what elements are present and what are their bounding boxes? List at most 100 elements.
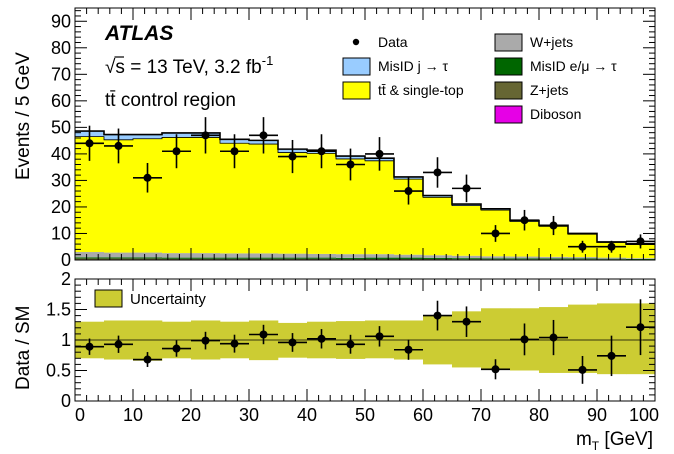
legend-data-marker (352, 38, 360, 46)
legend-zjets-swatch (494, 81, 523, 100)
legend-uncertainty-label: Uncertainty (130, 291, 206, 308)
x-tick-label: 30 (239, 405, 259, 425)
ratio-point (143, 355, 152, 364)
stack-bar-tt-single-top (626, 244, 655, 259)
region-label: tt̄ control region (105, 90, 236, 111)
ratio-y-tick-label: 2 (61, 269, 71, 289)
stack-bar-z-jets (394, 258, 423, 260)
ratio-point (607, 351, 616, 360)
stack-bar-w-jets (626, 258, 655, 259)
stack-bar-misid-j (423, 195, 452, 198)
stack-bar-misid-e (104, 257, 133, 259)
ratio-y-tick-label: 1.5 (46, 300, 71, 320)
stack-bar-misid-e (191, 257, 220, 259)
stack-bar-z-jets (191, 258, 220, 260)
stack-bar-z-jets (568, 259, 597, 260)
ratio-point (375, 332, 384, 341)
legend-wjets-label: W+jets (530, 34, 573, 50)
stack-bar-z-jets (104, 258, 133, 260)
stack-bar-w-jets (278, 253, 307, 258)
stack-bar-misid-e (452, 258, 481, 260)
stack-bar-misid-e (162, 257, 191, 259)
stack-bar-misid-e (481, 258, 510, 260)
stack-bar-w-jets (423, 255, 452, 258)
stack-bar-w-jets (394, 254, 423, 258)
stack-bar-z-jets (307, 258, 336, 260)
ratio-point (491, 365, 500, 374)
atlas-label: ATLAS (104, 22, 173, 45)
stack-bar-w-jets (75, 252, 104, 258)
main-y-tick-label: 70 (51, 64, 71, 84)
legend: Data MisID j → τ tt̄ & single-top W+jets… (342, 33, 617, 124)
stack-bar-w-jets (162, 253, 191, 258)
data-point (404, 187, 413, 196)
legend-misid-jet-label: MisID j → τ (378, 58, 449, 74)
stack-bar-misid-e (278, 257, 307, 259)
x-tick-label: 20 (181, 405, 201, 425)
stack-bar-misid-j (133, 134, 162, 139)
stack-bar-w-jets (568, 257, 597, 259)
ratio-point (201, 336, 210, 345)
data-point (288, 152, 297, 161)
ratio-y-tick-label: 1 (61, 330, 71, 350)
stack-bar-z-jets (510, 259, 539, 260)
stack-bar-misid-e (75, 257, 104, 259)
stack-bar-z-jets (336, 258, 365, 260)
stack-bar-z-jets (162, 258, 191, 260)
legend-misid-lep-swatch (494, 57, 523, 76)
x-tick-label: 80 (529, 405, 549, 425)
stack-bar-misid-e (307, 257, 336, 259)
stack-bar-z-jets (481, 259, 510, 260)
legend-ttbar-swatch (342, 81, 371, 100)
stack-bar-tt-single-top (365, 160, 394, 255)
stack-bar-w-jets (249, 253, 278, 258)
stack-bar-z-jets (539, 259, 568, 260)
main-y-tick-label: 0 (61, 250, 71, 270)
data-point (317, 147, 326, 156)
stack-bar-w-jets (597, 257, 626, 259)
stack-bar-misid-e (568, 258, 597, 260)
main-stack-layer (75, 130, 655, 260)
ratio-point (636, 323, 645, 332)
ratio-point (172, 344, 181, 353)
data-point (114, 141, 123, 150)
legend-wjets-swatch (494, 33, 523, 52)
legend-data-label: Data (378, 34, 408, 50)
main-y-tick-label: 90 (51, 11, 71, 31)
stack-bar-tt-single-top (249, 144, 278, 254)
stack-bar-tt-single-top (133, 138, 162, 253)
data-point (172, 147, 181, 156)
legend-uncertainty-swatch (94, 289, 123, 308)
legend-zjets-label: Z+jets (530, 82, 569, 98)
x-tick-label: 100 (629, 405, 659, 425)
data-point (259, 131, 268, 140)
stack-bar-w-jets (191, 253, 220, 258)
stack-bar-misid-e (365, 257, 394, 259)
stack-bar-misid-e (336, 257, 365, 259)
ratio-y-tick-label: 0 (61, 391, 71, 411)
stack-bar-w-jets (452, 255, 481, 259)
x-tick-label: 70 (471, 405, 491, 425)
ratio-point (549, 333, 558, 342)
ratio-point (317, 334, 326, 343)
x-tick-label: 90 (587, 405, 607, 425)
stack-bar-z-jets (452, 259, 481, 260)
ratio-point (230, 339, 239, 348)
data-point (85, 139, 94, 148)
stack-bar-w-jets (307, 253, 336, 258)
stack-bar-misid-e (539, 258, 568, 260)
data-point (636, 237, 645, 246)
main-y-tick-label: 50 (51, 117, 71, 137)
x-axis-label: mT [GeV] (576, 429, 653, 453)
stack-bar-w-jets (104, 252, 133, 258)
x-tick-label: 0 (75, 405, 85, 425)
ratio-point (520, 335, 529, 344)
stack-bar-misid-e (510, 258, 539, 260)
ratio-band-layer (75, 303, 656, 375)
stack-bar-z-jets (75, 258, 104, 260)
main-data-layer (75, 117, 655, 253)
stack-bar-w-jets (133, 252, 162, 258)
stack-bar-misid-e (597, 258, 626, 260)
data-point (230, 147, 239, 156)
